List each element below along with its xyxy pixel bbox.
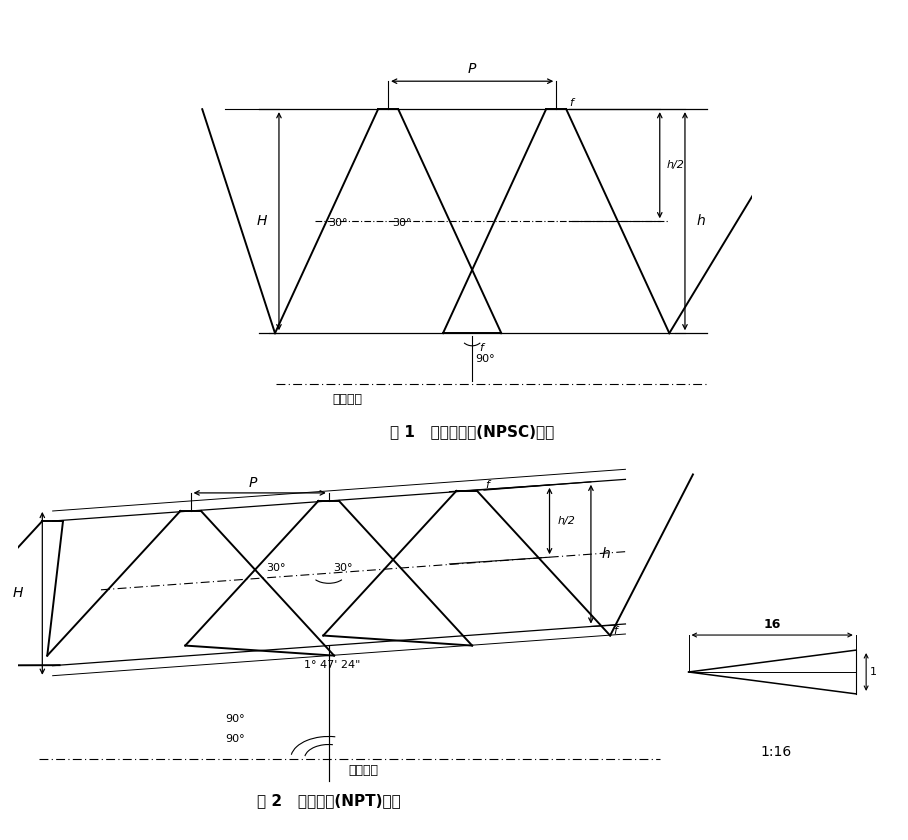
Text: P: P — [249, 476, 257, 490]
Text: h/2: h/2 — [558, 516, 576, 526]
Text: f: f — [569, 97, 574, 108]
Text: 螺纹轴线: 螺纹轴线 — [332, 393, 362, 407]
Text: 1: 1 — [870, 667, 877, 677]
Text: 16: 16 — [764, 618, 781, 632]
Text: 90°: 90° — [475, 354, 495, 365]
Text: 30°: 30° — [329, 218, 348, 228]
Text: H: H — [257, 214, 267, 228]
Text: f: f — [486, 480, 489, 490]
Text: 图 2   圆锥螺纹(NPT)牙型: 图 2 圆锥螺纹(NPT)牙型 — [257, 793, 400, 808]
Text: H: H — [13, 586, 23, 601]
Text: 图 1   圆柱内螺纹(NPSC)牙型: 图 1 圆柱内螺纹(NPSC)牙型 — [390, 423, 554, 438]
Text: 30°: 30° — [266, 564, 286, 573]
Text: 90°: 90° — [225, 734, 245, 744]
Text: 螺纹轴线: 螺纹轴线 — [348, 764, 379, 777]
Text: 30°: 30° — [392, 218, 412, 228]
Text: h/2: h/2 — [666, 160, 685, 171]
Text: h: h — [601, 547, 610, 561]
Text: 1° 47' 24": 1° 47' 24" — [304, 659, 360, 669]
Text: h: h — [696, 214, 705, 228]
Text: 90°: 90° — [225, 714, 245, 724]
Text: f: f — [479, 343, 483, 353]
Text: 30°: 30° — [333, 564, 352, 573]
Text: 1:16: 1:16 — [761, 745, 792, 759]
Text: f: f — [614, 626, 617, 636]
Text: P: P — [468, 62, 477, 76]
